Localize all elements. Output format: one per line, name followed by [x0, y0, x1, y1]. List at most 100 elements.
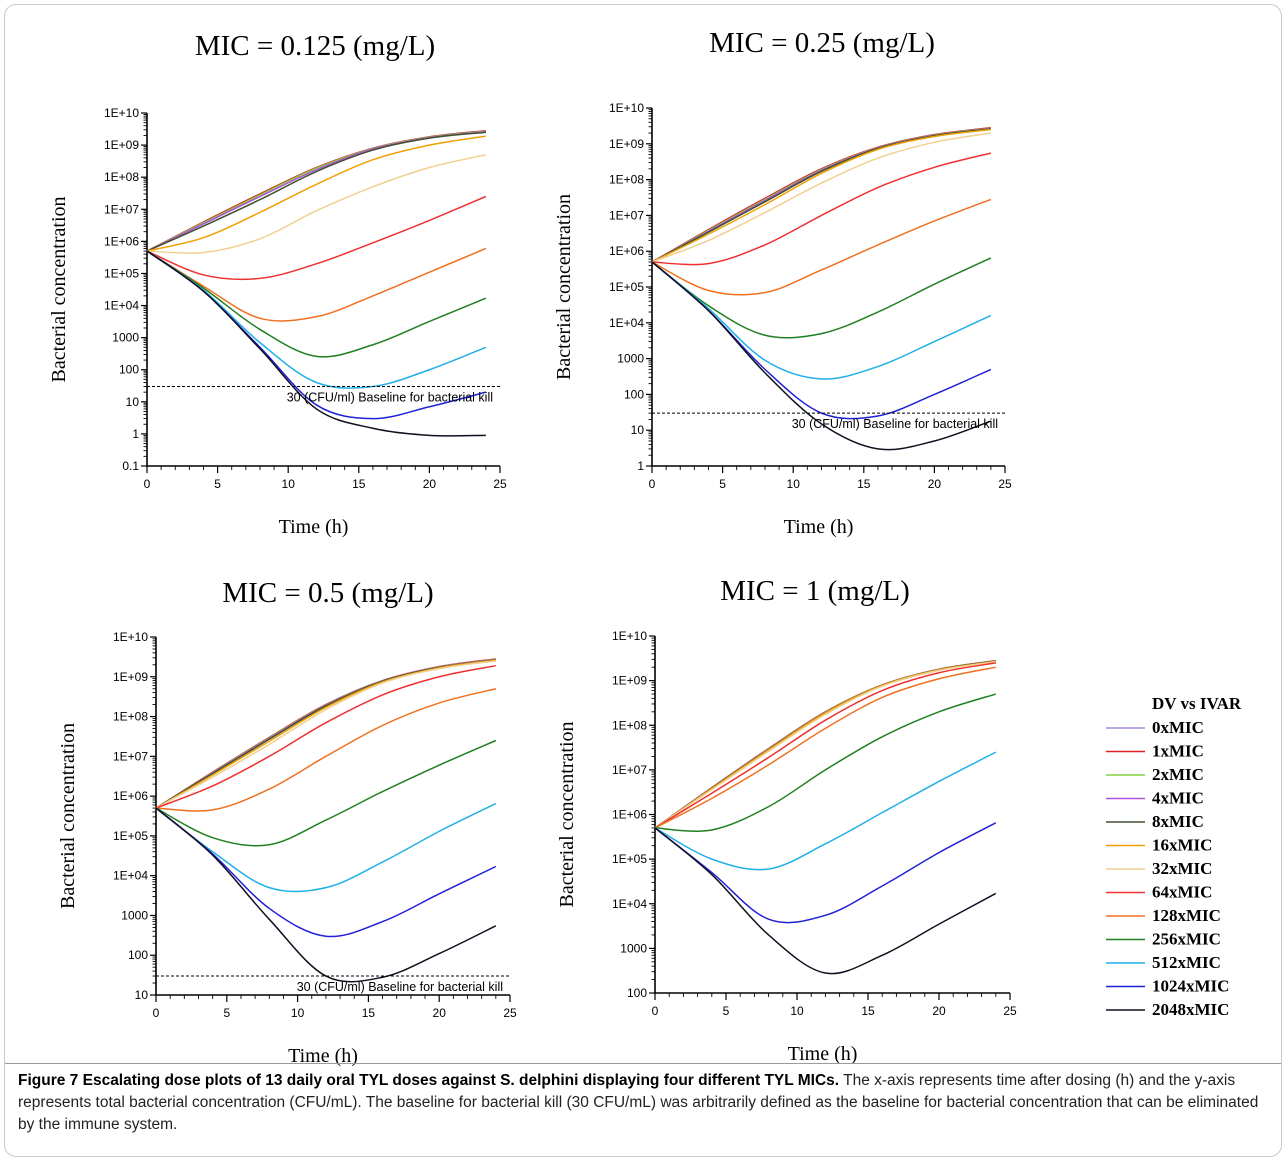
- series-line-256xMIC: [146, 250, 487, 358]
- series-line-512xMIC: [155, 802, 497, 893]
- legend-item-label: 512xMIC: [1152, 953, 1221, 972]
- y-tick-label: 10: [135, 988, 149, 1002]
- y-tick-label: 1E+05: [612, 852, 647, 866]
- y-tick-label: 1E+09: [609, 137, 644, 151]
- x-axis-label: Time (h): [784, 516, 854, 538]
- series-line-2xMIC: [654, 660, 996, 829]
- series-line-2048xMIC: [155, 807, 497, 983]
- series-line-256xMIC: [155, 739, 497, 847]
- x-tick-label: 5: [719, 477, 726, 491]
- y-axis-label: Bacterial concentration: [57, 723, 79, 909]
- x-tick-label: 25: [998, 477, 1012, 491]
- series-line-64xMIC: [651, 152, 992, 266]
- series-line-0xMIC: [651, 127, 991, 263]
- y-tick-label: 1E+07: [113, 749, 148, 763]
- series-line-128xMIC: [146, 247, 487, 322]
- x-tick-label: 10: [282, 477, 296, 491]
- kill-baseline-label: 30 (CFU/ml) Baseline for bacterial kill: [792, 417, 998, 431]
- y-tick-label: 1: [637, 459, 644, 473]
- legend-title: DV vs IVAR: [1152, 694, 1242, 713]
- series-line-4xMIC: [654, 660, 996, 829]
- series-line-1xMIC: [651, 127, 991, 263]
- y-axis-label: Bacterial concentration: [556, 721, 578, 907]
- panel-title: MIC = 0.125 (mg/L): [195, 30, 435, 62]
- x-tick-label: 15: [861, 1004, 875, 1018]
- x-tick-label: 0: [652, 1004, 659, 1018]
- series-line-512xMIC: [651, 261, 992, 380]
- y-axis-label: Bacterial concentration: [553, 194, 575, 380]
- x-tick-label: 0: [144, 477, 151, 491]
- y-tick-label: 1E+08: [609, 173, 644, 187]
- y-tick-label: 1E+08: [113, 710, 148, 724]
- x-tick-label: 10: [787, 477, 801, 491]
- x-axis-label: Time (h): [279, 516, 349, 538]
- series-group: [651, 127, 992, 451]
- series-line-128xMIC: [651, 198, 992, 296]
- y-tick-label: 1E+08: [104, 170, 139, 184]
- series-line-0xMIC: [654, 659, 996, 829]
- legend-item-label: 1024xMIC: [1152, 977, 1229, 996]
- y-tick-label: 10: [126, 395, 140, 409]
- series-line-4xMIC: [651, 127, 991, 263]
- series-line-1024xMIC: [155, 807, 497, 938]
- y-tick-label: 1E+06: [104, 234, 139, 248]
- series-line-128xMIC: [155, 688, 497, 812]
- x-tick-label: 15: [362, 1006, 376, 1020]
- series-line-4xMIC: [155, 658, 496, 809]
- series-line-8xMIC: [155, 659, 496, 809]
- y-tick-label: 1E+07: [104, 202, 139, 216]
- series-line-32xMIC: [654, 660, 996, 829]
- series-line-0xMIC: [155, 658, 496, 809]
- y-tick-label: 1: [132, 427, 139, 441]
- y-tick-label: 1E+05: [104, 266, 139, 280]
- y-axis-label: Bacterial concentration: [48, 196, 70, 382]
- y-tick-label: 100: [624, 387, 644, 401]
- x-tick-label: 0: [153, 1006, 160, 1020]
- x-tick-label: 25: [503, 1006, 517, 1020]
- series-line-128xMIC: [654, 666, 996, 829]
- y-tick-label: 1000: [620, 941, 647, 955]
- legend-item-label: 256xMIC: [1152, 930, 1221, 949]
- y-tick-label: 10: [631, 423, 645, 437]
- legend-item-label: 4xMIC: [1152, 789, 1204, 808]
- legend-item-label: 16xMIC: [1152, 836, 1212, 855]
- y-tick-label: 1E+04: [104, 299, 139, 313]
- legend-item-label: 32xMIC: [1152, 859, 1212, 878]
- x-axis-label: Time (h): [288, 1045, 358, 1067]
- x-tick-label: 15: [857, 477, 871, 491]
- y-tick-label: 1E+06: [113, 789, 148, 803]
- y-tick-label: 1E+08: [612, 718, 647, 732]
- series-line-256xMIC: [651, 257, 992, 339]
- x-axis-label: Time (h): [788, 1043, 858, 1065]
- kill-baseline-label: 30 (CFU/ml) Baseline for bacterial kill: [287, 391, 493, 405]
- series-line-16xMIC: [651, 128, 991, 263]
- x-tick-label: 15: [352, 477, 366, 491]
- series-line-2xMIC: [651, 127, 991, 263]
- y-tick-label: 1E+10: [104, 106, 139, 120]
- y-tick-label: 1E+06: [609, 244, 644, 258]
- series-line-2xMIC: [155, 658, 496, 809]
- series-group: [146, 129, 487, 437]
- x-tick-label: 10: [291, 1006, 305, 1020]
- y-tick-label: 1E+09: [612, 674, 647, 688]
- x-tick-label: 20: [423, 477, 437, 491]
- y-tick-label: 1E+10: [609, 101, 644, 115]
- y-tick-label: 1E+06: [612, 808, 647, 822]
- series-line-512xMIC: [654, 751, 997, 871]
- legend-item-label: 64xMIC: [1152, 883, 1212, 902]
- legend-item-label: 1xMIC: [1152, 742, 1204, 761]
- series-line-8xMIC: [654, 660, 996, 829]
- series-line-0xMIC: [146, 129, 486, 252]
- x-tick-label: 25: [493, 477, 507, 491]
- y-tick-label: 1000: [617, 352, 644, 366]
- series-line-32xMIC: [651, 132, 992, 263]
- legend-item-label: 2048xMIC: [1152, 1000, 1229, 1019]
- y-tick-label: 1E+07: [609, 208, 644, 222]
- chart-panel-1: MIC = 0.125 (mg/L)0.111010010001E+041E+0…: [48, 30, 507, 538]
- caption-title: Escalating dose plots of 13 daily oral T…: [82, 1072, 840, 1089]
- kill-baseline-label: 30 (CFU/ml) Baseline for bacterial kill: [297, 980, 503, 994]
- x-tick-label: 5: [723, 1004, 730, 1018]
- y-tick-label: 100: [119, 363, 139, 377]
- series-line-4xMIC: [146, 131, 486, 252]
